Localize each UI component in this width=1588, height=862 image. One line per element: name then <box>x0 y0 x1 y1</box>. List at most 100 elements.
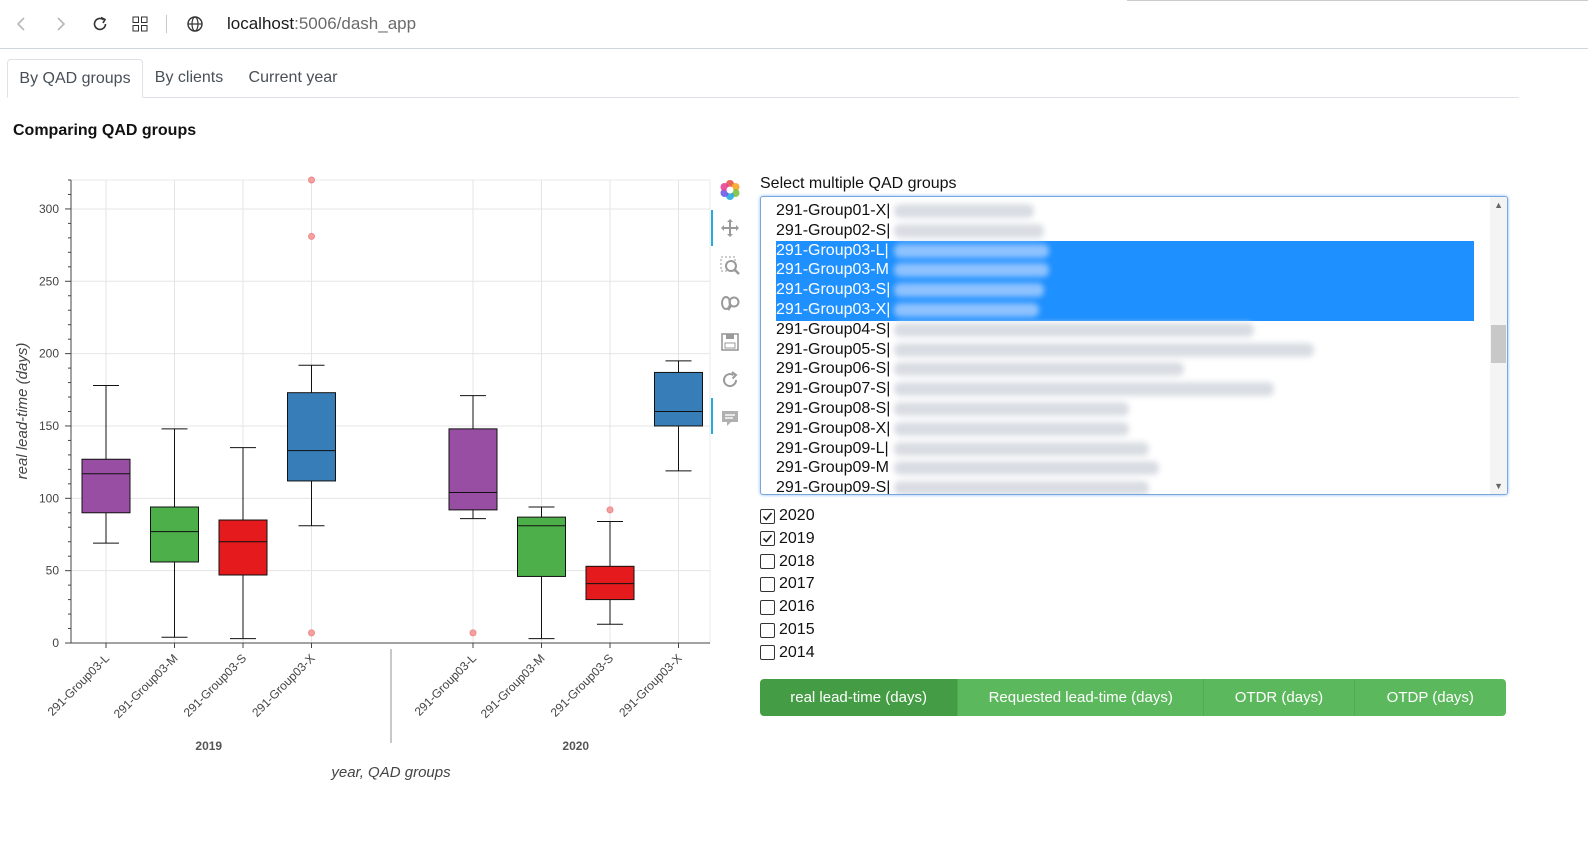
wheel-zoom-icon[interactable] <box>718 292 742 316</box>
redacted-text <box>894 322 1254 337</box>
y-tick-label: 100 <box>39 491 59 505</box>
year-label: 2019 <box>779 529 815 547</box>
y-tick-label: 200 <box>39 347 59 361</box>
scrollbar[interactable]: ▲ ▼ <box>1490 197 1507 494</box>
active-tool-indicator <box>711 210 713 246</box>
url-host: localhost <box>227 14 295 33</box>
bokeh-logo-icon[interactable] <box>718 178 742 202</box>
y-tick-label: 250 <box>39 274 59 288</box>
x-axis-label: year, QAD groups <box>330 764 451 781</box>
scroll-down-icon[interactable]: ▼ <box>1494 481 1503 491</box>
x-tick-label: 291-Group03-L <box>412 651 480 719</box>
tab-by-qad-groups[interactable]: By QAD groups <box>7 59 143 98</box>
box-zoom-icon[interactable] <box>718 254 742 278</box>
redacted-text <box>894 402 1129 416</box>
x-tick-label: 291-Group03-X <box>249 651 317 719</box>
reload-icon[interactable] <box>86 10 114 38</box>
checkbox-checked[interactable] <box>760 508 775 524</box>
box-iqr <box>287 392 336 482</box>
year-label: 2020 <box>779 507 815 524</box>
group-option[interactable]: 291-Group08-X| <box>776 419 891 437</box>
page-title: Comparing QAD groups <box>13 122 197 139</box>
outlier-point <box>308 629 315 637</box>
redacted-text <box>894 461 1159 476</box>
check-icon <box>762 534 773 544</box>
chart-toolbar <box>711 172 746 442</box>
hover-icon[interactable] <box>718 406 742 430</box>
group-option[interactable]: 291-Group08-S| <box>776 400 891 417</box>
redacted-text <box>894 362 1184 377</box>
active-tool-indicator <box>711 398 713 434</box>
group-option[interactable]: 291-Group05-S| <box>776 340 891 358</box>
group-option[interactable]: 291-Group06-S| <box>776 360 891 378</box>
forward-icon[interactable] <box>46 10 74 38</box>
tab-by-clients[interactable]: By clients <box>154 69 224 86</box>
box-iqr <box>654 371 703 427</box>
x-tick-label: 291-Group03-M <box>478 651 548 721</box>
group-option[interactable]: 291-Group07-S| <box>776 380 891 398</box>
y-axis-label: real lead-time (days) <box>14 343 31 480</box>
checkbox-unchecked[interactable] <box>760 576 775 592</box>
year-label: 2014 <box>779 643 815 661</box>
back-icon[interactable] <box>8 10 36 38</box>
year-checkbox-row[interactable]: 2018 <box>760 551 815 573</box>
scroll-up-icon[interactable]: ▲ <box>1494 200 1503 210</box>
metric-button-group: real lead-time (days) Requested lead-tim… <box>760 679 1506 716</box>
year-checkbox-row[interactable]: 2020 <box>760 505 815 527</box>
group-option[interactable]: 291-Group03-S| <box>776 281 891 299</box>
redacted-text <box>894 283 1044 298</box>
selection-highlight <box>776 241 1474 321</box>
y-tick-label: 50 <box>46 564 60 578</box>
reset-icon[interactable] <box>718 368 742 392</box>
redacted-text <box>894 481 1149 494</box>
year-checkbox-row[interactable]: 2017 <box>760 573 815 595</box>
metric-requested-lead-time-button[interactable]: Requested lead-time (days) <box>958 679 1205 716</box>
metric-otdp-button[interactable]: OTDP (days) <box>1354 679 1506 716</box>
divider <box>1127 0 1588 1</box>
chart-axes: 050100150200250300291-Group03-L291-Group… <box>39 179 710 753</box>
metric-real-lead-time-button[interactable]: real lead-time (days) <box>760 679 959 716</box>
x-group-label: 2020 <box>562 739 589 753</box>
group-option[interactable]: 291-Group04-S| <box>776 320 891 338</box>
group-option[interactable]: 291-Group03-M <box>776 261 889 279</box>
year-checkbox-row[interactable]: 2014 <box>760 642 815 664</box>
x-tick-label: 291-Group03-S <box>548 651 616 719</box>
x-tick-label: 291-Group03-M <box>111 651 181 721</box>
pan-icon[interactable] <box>718 216 742 240</box>
box-iqr <box>448 428 498 511</box>
year-label: 2018 <box>779 552 815 570</box>
group-option[interactable]: 291-Group03-L| <box>776 241 889 259</box>
qad-group-multiselect[interactable]: 291-Group01-X| 291-Group02-S| 291-Group03-… <box>760 196 1508 495</box>
box-iqr <box>218 519 268 576</box>
tab-current-year[interactable]: Current year <box>248 69 338 86</box>
outlier-point <box>308 176 315 184</box>
year-checkbox-row[interactable]: 2019 <box>760 528 815 550</box>
save-icon[interactable] <box>718 330 742 354</box>
checkbox-unchecked[interactable] <box>760 599 775 615</box>
redacted-text <box>894 243 1049 258</box>
globe-icon <box>181 10 209 38</box>
apps-icon[interactable] <box>126 10 154 38</box>
year-label: 2017 <box>779 575 815 593</box>
checkbox-unchecked[interactable] <box>760 622 775 638</box>
group-option[interactable]: 291-Group09-L| <box>776 439 889 457</box>
year-label: 2015 <box>779 621 815 638</box>
group-option[interactable]: 291-Group03-X| <box>776 301 891 318</box>
metric-otdr-button[interactable]: OTDR (days) <box>1204 679 1355 716</box>
group-option[interactable]: 291-Group09-M <box>776 459 889 477</box>
year-checkbox-row[interactable]: 2016 <box>760 596 815 618</box>
redacted-text <box>894 382 1274 397</box>
address-bar[interactable]: localhost:5006/dash_app <box>227 14 416 34</box>
group-option[interactable]: 291-Group09-S| <box>776 479 891 495</box>
checkbox-unchecked[interactable] <box>760 645 775 661</box>
year-checkbox-row[interactable]: 2015 <box>760 619 815 641</box>
group-option[interactable]: 291-Group01-X| <box>776 202 891 219</box>
scroll-thumb[interactable] <box>1491 325 1506 363</box>
tab-bar: By QAD groups By clients Current year <box>7 59 1519 98</box>
group-option[interactable]: 291-Group02-S| <box>776 221 891 239</box>
checkbox-unchecked[interactable] <box>760 554 775 570</box>
y-tick-label: 150 <box>39 419 59 433</box>
redacted-text <box>894 204 1034 218</box>
boxplot-chart[interactable]: 050100150200250300291-Group03-L291-Group… <box>0 165 712 790</box>
checkbox-checked[interactable] <box>760 531 775 547</box>
